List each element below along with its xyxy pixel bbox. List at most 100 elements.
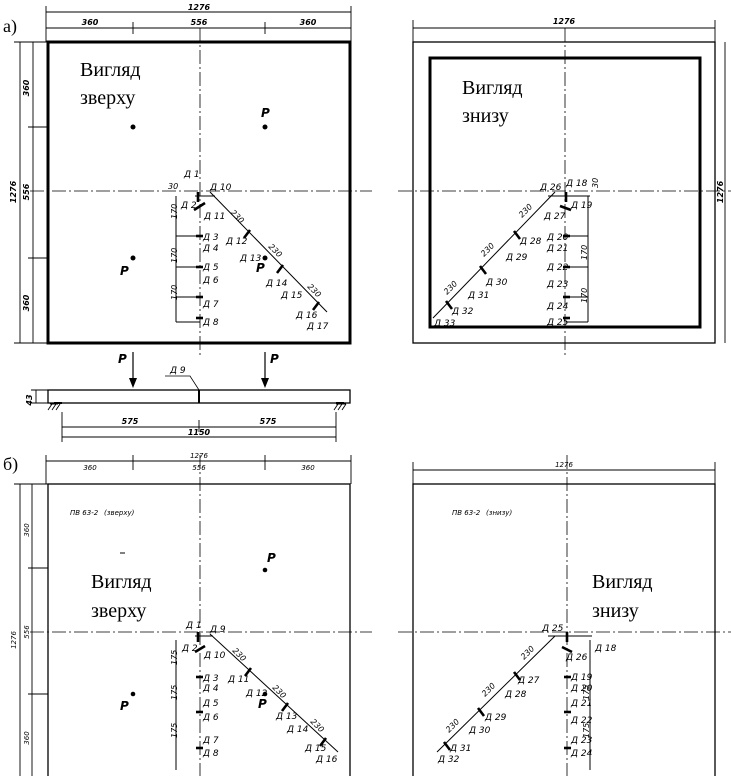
gauge-label: Д 29 xyxy=(505,253,528,263)
load-label: P xyxy=(120,699,129,713)
gauge-label: Д 23 xyxy=(570,736,593,746)
plate-top-view xyxy=(46,40,352,345)
view-bottom-line2: знизу xyxy=(462,105,509,127)
thickness: 43 xyxy=(25,394,34,407)
gauge-label: Д 1 xyxy=(185,621,202,631)
gauge-label: Д 14 xyxy=(265,279,288,289)
side-total: 1276 xyxy=(10,631,18,649)
load-label: P xyxy=(267,551,276,565)
load-point xyxy=(130,691,136,697)
dim-mid: 556 xyxy=(192,464,206,472)
load-label: P xyxy=(256,261,265,275)
dim-overall: 1276 xyxy=(188,3,211,12)
load-point xyxy=(262,255,268,261)
gauge-label: Д 7 xyxy=(202,736,219,746)
panel-b-bottom-view: 1276 ПВ 63-2 (знизу) Вигляд знизу Д 25 Д… xyxy=(398,455,731,776)
spacing-label: 175 xyxy=(170,685,179,700)
load-label: P xyxy=(118,352,127,366)
load-point xyxy=(262,691,268,697)
gauge-label: Д 28 xyxy=(504,690,527,700)
gauge-label: Д 29 xyxy=(484,713,507,723)
gauge-label: Д 2 xyxy=(180,201,197,211)
gauge-label: Д 17 xyxy=(306,322,329,332)
spacing-label: 175 xyxy=(582,723,591,738)
right-dim-overall: 1276 xyxy=(555,461,573,469)
gauge-label: Д 10 xyxy=(209,183,232,193)
half-left: 575 xyxy=(122,417,139,426)
spacing-label: 170 xyxy=(170,204,179,219)
dim-overall: 1276 xyxy=(190,452,208,460)
top-dimension-chain-a: 1276 360 556 360 xyxy=(45,3,352,42)
gauge-label: Д 31 xyxy=(467,291,489,301)
gauge-label: Д 5 xyxy=(202,699,219,709)
gauge-label: Д 10 xyxy=(203,651,226,661)
spacing-label: 230 xyxy=(306,282,323,299)
gauge-label: Д 4 xyxy=(202,244,219,254)
load-point xyxy=(262,124,268,130)
plate-top-view-b xyxy=(47,483,351,776)
side-total: 1276 xyxy=(9,180,18,203)
gauge-label: Д 3 xyxy=(202,233,219,243)
gauge-label: Д 12 xyxy=(225,237,248,247)
gauge-label: Д 6 xyxy=(202,276,219,286)
plate-bottom-outer xyxy=(412,41,716,344)
spacing-label: 230 xyxy=(519,644,536,661)
view-bottom-line1: Вигляд xyxy=(592,571,653,593)
gauge-label: Д 5 xyxy=(202,263,219,273)
gauge-label: Д 32 xyxy=(437,755,460,765)
plate-title-note: (знизу) xyxy=(486,509,512,517)
gauge-label: Д 25 xyxy=(541,624,564,634)
half-right: 575 xyxy=(260,417,277,426)
gauge-label: Д 6 xyxy=(202,713,219,723)
gauge-label: Д 13 xyxy=(239,254,262,264)
gauge-label: Д 30 xyxy=(468,726,491,736)
gauge-label: Д 3 xyxy=(202,674,219,684)
offset-label: 30 xyxy=(168,182,178,191)
plate-title: ПВ 63-2 xyxy=(70,509,99,517)
gauge-label: Д 15 xyxy=(304,744,327,754)
offset-label: 30 xyxy=(591,178,600,188)
gauge-label: Д 30 xyxy=(485,278,508,288)
spacing-label: 175 xyxy=(582,685,591,700)
gauge-label: Д 33 xyxy=(433,319,456,329)
side-bot: 360 xyxy=(23,731,31,745)
dim-right: 360 xyxy=(301,464,315,472)
gauge-label: Д 16 xyxy=(315,755,338,765)
side-dimension-chain-a: 1276 360 556 360 xyxy=(9,41,48,344)
gauge-label: Д 8 xyxy=(202,749,219,759)
gauge-label: Д 22 xyxy=(570,716,593,726)
bottom-view-a: 1276 1276 Вигляд знизу Д 26 Д 18 Д 19 Д … xyxy=(398,17,731,358)
gauge-label: Д 16 xyxy=(295,311,318,321)
gauge-label: Д 25 xyxy=(546,318,569,328)
gauge-label: Д 9 xyxy=(209,625,226,635)
gauge-label: Д 21 xyxy=(546,244,568,254)
view-bottom-line2: знизу xyxy=(592,600,639,622)
gauge-label: Д 11 xyxy=(227,675,249,685)
spacing-label: 230 xyxy=(229,208,246,225)
view-top-line1: Вигляд xyxy=(91,571,152,593)
spacing-label: 170 xyxy=(580,288,589,303)
gauge-label: Д 7 xyxy=(202,300,219,310)
gauge-label: Д 20 xyxy=(546,233,569,243)
gauge-label: Д 20 xyxy=(570,684,593,694)
gauge-label: Д 4 xyxy=(202,684,219,694)
gauge-label: Д 2 xyxy=(181,644,198,654)
load-point xyxy=(130,124,136,130)
view-top-line2: зверху xyxy=(80,87,135,109)
spacing-label: 170 xyxy=(580,245,589,260)
gauge-label: Д 15 xyxy=(280,291,303,301)
gauge-label: Д 18 xyxy=(565,179,588,189)
plate-title: ПВ 63-2 xyxy=(452,509,481,517)
dim-right: 360 xyxy=(300,18,317,27)
gauge-label: Д 21 xyxy=(570,699,592,709)
side-mid: 556 xyxy=(23,625,31,639)
side-mid: 556 xyxy=(22,183,31,200)
gauge-label: Д 12 xyxy=(245,689,268,699)
gauge-label: Д 26 xyxy=(539,183,562,193)
view-top-line1: Вигляд xyxy=(80,59,141,81)
gauge-label: Д 24 xyxy=(546,302,569,312)
span: 1150 xyxy=(188,428,211,437)
side-bot: 360 xyxy=(22,294,31,311)
gauge-label: Д 27 xyxy=(543,212,566,222)
